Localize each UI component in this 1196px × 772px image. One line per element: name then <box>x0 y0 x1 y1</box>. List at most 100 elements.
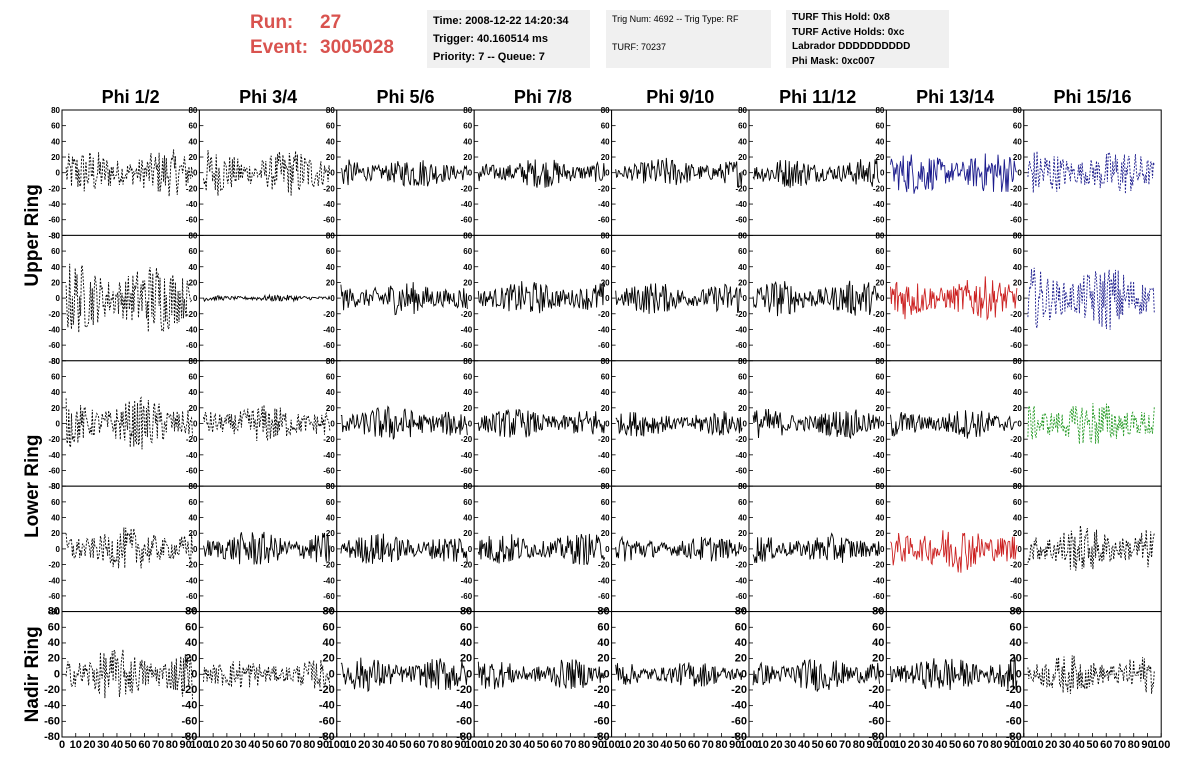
y-tick-label: 40 <box>463 263 472 272</box>
x-tick-label: 20 <box>1045 739 1057 751</box>
y-tick-label: -40 <box>181 700 197 712</box>
y-tick-label: 80 <box>326 231 335 240</box>
x-tick-label: 20 <box>496 739 508 751</box>
y-tick-label: 40 <box>463 137 472 146</box>
y-tick-label: -60 <box>186 341 198 350</box>
x-tick-label: 10 <box>344 739 356 751</box>
y-tick-label: 80 <box>601 231 610 240</box>
y-tick-label: 0 <box>193 420 198 429</box>
x-tick-label: 90 <box>317 739 329 751</box>
y-tick-label: 0 <box>466 668 472 680</box>
y-tick-label: 60 <box>188 122 197 131</box>
y-tick-label: 60 <box>875 372 884 381</box>
x-tick-label: 100 <box>1152 739 1170 751</box>
y-tick-label: -20 <box>1010 184 1022 193</box>
y-tick-label: 20 <box>463 404 472 413</box>
waveform-trace <box>890 276 1018 321</box>
y-tick-label: 60 <box>188 498 197 507</box>
y-tick-label: -40 <box>456 700 472 712</box>
y-tick-label: -20 <box>186 561 198 570</box>
x-tick-label: 0 <box>59 739 65 751</box>
y-tick-label: 80 <box>463 231 472 240</box>
x-tick-label: 50 <box>949 739 961 751</box>
y-tick-label: 0 <box>743 169 748 178</box>
waveform-trace <box>752 159 880 188</box>
x-tick-label: 90 <box>454 739 466 751</box>
y-tick-label: 0 <box>1016 668 1022 680</box>
y-tick-label: 0 <box>54 668 60 680</box>
x-tick-label: 30 <box>509 739 521 751</box>
waveform-trace <box>1027 655 1155 694</box>
y-tick-label: 0 <box>1017 420 1022 429</box>
y-tick-label: -20 <box>594 684 610 696</box>
y-tick-label: -60 <box>456 715 472 727</box>
y-tick-label: 20 <box>601 278 610 287</box>
y-tick-label: 40 <box>735 637 747 649</box>
y-tick-label: 80 <box>48 606 60 618</box>
y-tick-label: -40 <box>461 200 473 209</box>
y-tick-label: 80 <box>185 606 197 618</box>
waveform-trace <box>615 157 743 189</box>
y-tick-label: -20 <box>1010 435 1022 444</box>
x-tick-label: 20 <box>358 739 370 751</box>
y-tick-label: 0 <box>468 169 473 178</box>
y-tick-label: 40 <box>323 637 335 649</box>
column-title: Phi 3/4 <box>239 87 297 107</box>
x-tick-label: 60 <box>138 739 150 751</box>
y-tick-label: 20 <box>1013 153 1022 162</box>
y-tick-label: 40 <box>326 263 335 272</box>
waveform-trace <box>340 533 468 564</box>
x-tick-label: 10 <box>70 739 82 751</box>
waveform-trace <box>65 649 193 700</box>
y-tick-label: 40 <box>51 388 60 397</box>
waveform-trace <box>340 282 468 316</box>
y-tick-label: 60 <box>1013 372 1022 381</box>
y-tick-label: 60 <box>875 498 884 507</box>
y-tick-label: 80 <box>188 482 197 491</box>
y-tick-label: -20 <box>323 310 335 319</box>
y-tick-label: -60 <box>594 715 610 727</box>
x-tick-label: 50 <box>1086 739 1098 751</box>
y-tick-label: 20 <box>326 529 335 538</box>
y-tick-label: 20 <box>188 153 197 162</box>
x-tick-label: 10 <box>894 739 906 751</box>
y-tick-label: 40 <box>1013 388 1022 397</box>
x-tick-label: 40 <box>935 739 947 751</box>
y-tick-label: 20 <box>875 529 884 538</box>
x-tick-label: 30 <box>234 739 246 751</box>
y-tick-label: 80 <box>460 606 472 618</box>
y-tick-label: -20 <box>461 435 473 444</box>
waveform-trace <box>203 293 331 303</box>
y-tick-label: 20 <box>326 404 335 413</box>
y-tick-label: 0 <box>743 545 748 554</box>
y-tick-label: -20 <box>868 684 884 696</box>
y-tick-label: 60 <box>463 372 472 381</box>
y-tick-label: -20 <box>873 310 885 319</box>
y-tick-label: -40 <box>48 451 60 460</box>
y-tick-label: 20 <box>738 278 747 287</box>
y-tick-label: 40 <box>460 637 472 649</box>
y-tick-label: 0 <box>468 294 473 303</box>
y-tick-label: 60 <box>1013 122 1022 131</box>
y-tick-label: 40 <box>601 388 610 397</box>
y-tick-label: 40 <box>872 637 884 649</box>
y-tick-label: 0 <box>56 545 61 554</box>
y-tick-label: 80 <box>188 106 197 115</box>
y-tick-label: -60 <box>186 592 198 601</box>
y-tick-label: -20 <box>186 435 198 444</box>
phi-mask-line: Phi Mask: 0xc007 <box>792 55 875 67</box>
waveform-trace <box>203 531 331 565</box>
y-tick-label: -60 <box>186 216 198 225</box>
x-tick-label: 60 <box>688 739 700 751</box>
x-tick-label: 70 <box>839 739 851 751</box>
y-tick-label: -60 <box>323 216 335 225</box>
y-tick-label: -20 <box>873 561 885 570</box>
time-info-box: Time: 2008-12-22 14:20:34 Trigger: 40.16… <box>427 10 590 68</box>
y-tick-label: 60 <box>738 498 747 507</box>
y-tick-label: 20 <box>735 653 747 665</box>
y-tick-label: 40 <box>185 637 197 649</box>
x-tick-label: 90 <box>1004 739 1016 751</box>
y-tick-label: 60 <box>460 621 472 633</box>
y-tick-label: -40 <box>598 576 610 585</box>
y-tick-label: 80 <box>738 231 747 240</box>
